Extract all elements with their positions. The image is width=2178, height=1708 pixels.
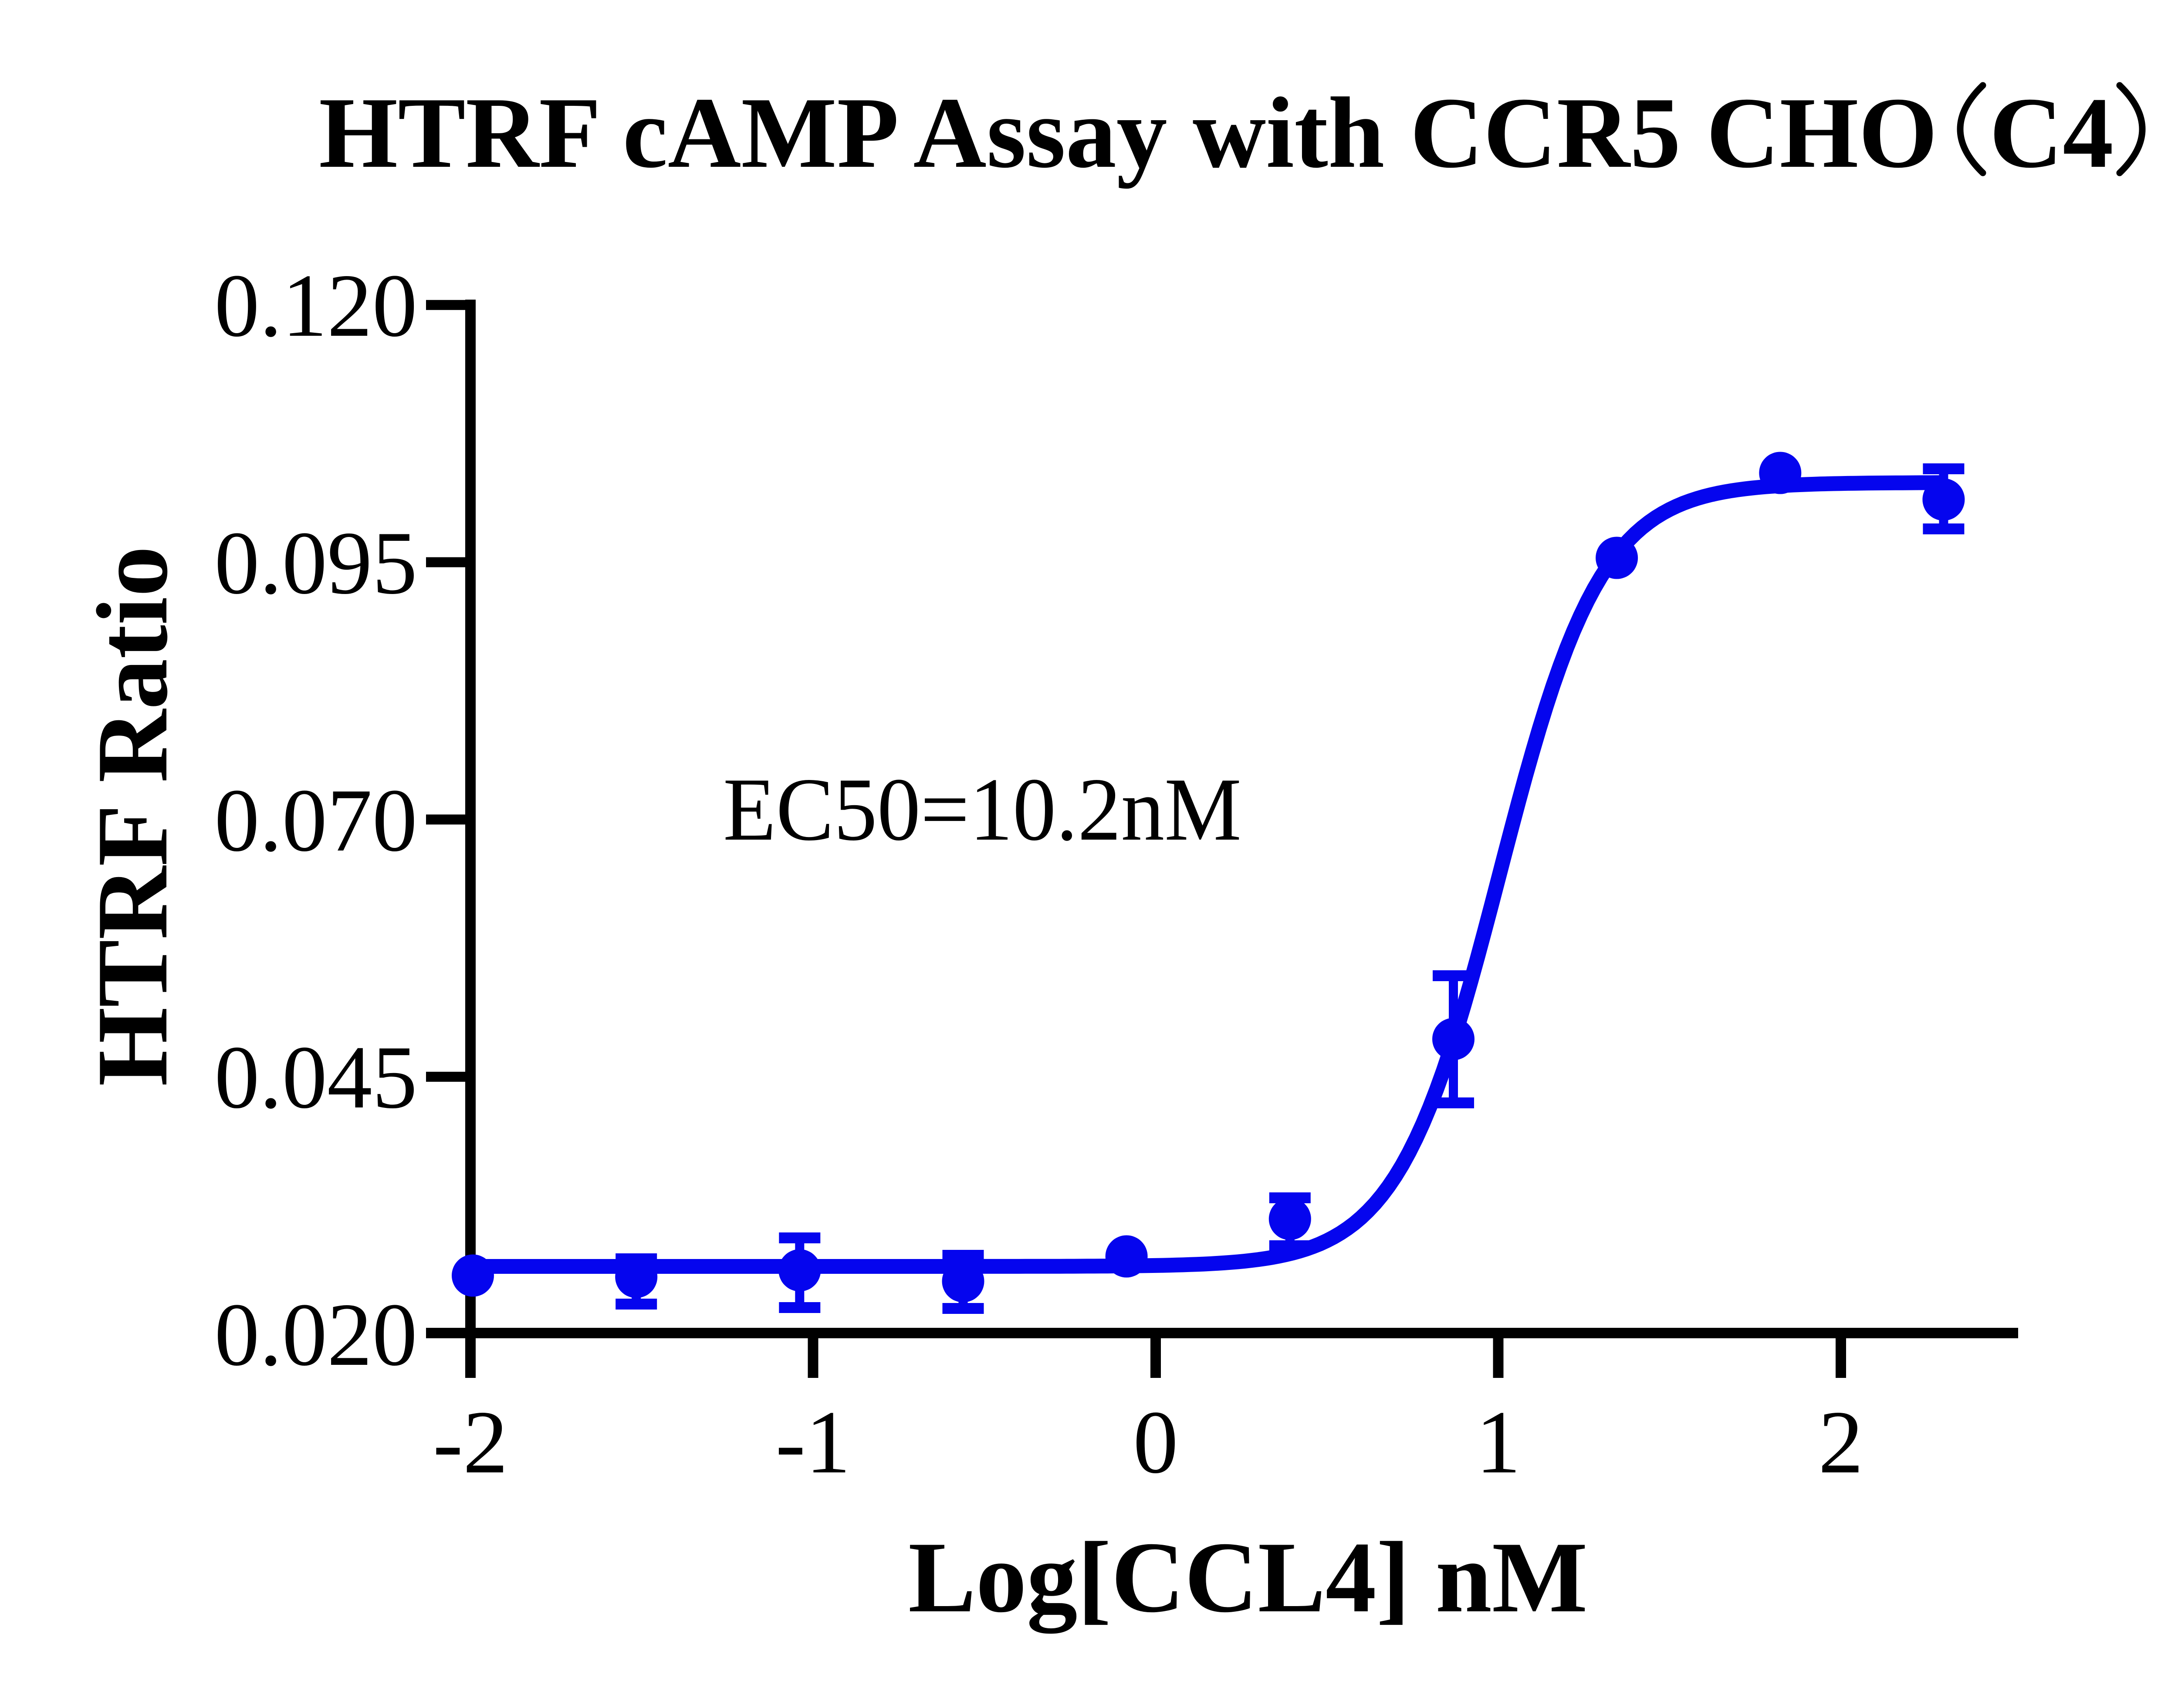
- svg-text:-2: -2: [433, 1392, 508, 1492]
- svg-text:C4: C4: [1989, 77, 2114, 189]
- svg-text:2: 2: [1818, 1392, 1863, 1492]
- svg-text:HTRF Ratio: HTRF Ratio: [76, 546, 189, 1086]
- svg-text:EC50=10.2nM: EC50=10.2nM: [723, 759, 1241, 859]
- svg-text:1: 1: [1476, 1392, 1521, 1492]
- svg-text:Log[CCL4] nM: Log[CCL4] nM: [908, 1521, 1588, 1634]
- svg-text:0.070: 0.070: [214, 770, 417, 870]
- svg-text:0.045: 0.045: [214, 1027, 417, 1127]
- svg-text:0.095: 0.095: [214, 513, 417, 613]
- svg-text:0.120: 0.120: [214, 256, 417, 355]
- svg-text:0: 0: [1133, 1392, 1178, 1492]
- svg-text:HTRF cAMP Assay with CCR5 CHO: HTRF cAMP Assay with CCR5 CHO: [319, 77, 1938, 189]
- svg-text:-1: -1: [775, 1392, 850, 1492]
- svg-text:0.020: 0.020: [214, 1285, 417, 1384]
